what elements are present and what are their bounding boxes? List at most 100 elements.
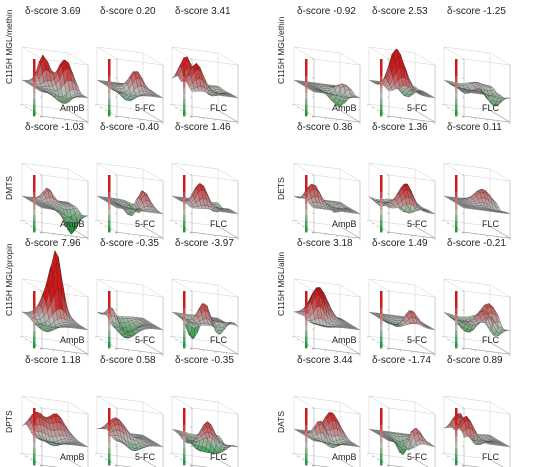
color-bar-segment <box>183 442 186 449</box>
delta-score-value: 3.41 <box>211 6 231 17</box>
y-axis-tick <box>301 341 305 344</box>
box-top-edge <box>443 46 511 66</box>
color-bar-segment <box>183 220 186 227</box>
y-axis-tick <box>446 222 450 225</box>
color-bar-segment <box>33 93 36 100</box>
y-axis-tick <box>306 461 310 464</box>
color-bar-segment <box>380 93 383 100</box>
color-bar-segment <box>108 419 111 426</box>
color-bar-segment <box>33 430 36 437</box>
surface-panel: δ-score -1.74 5-FC <box>366 355 454 467</box>
drug-axis-label: 5-FC <box>407 103 427 113</box>
color-bar-segment <box>108 186 111 193</box>
color-bar-segment <box>380 81 383 88</box>
y-axis-tick <box>189 115 193 118</box>
y-axis-tick <box>184 228 188 231</box>
color-bar-segment <box>183 336 186 343</box>
color-bar-segment <box>305 192 308 199</box>
color-bar-segment <box>380 220 383 227</box>
color-bar-segment <box>380 436 383 443</box>
color-bar-segment <box>305 459 308 466</box>
delta-score-label: δ-score 3.41 <box>175 6 231 17</box>
delta-score-label: δ-score -0.35 <box>175 355 234 366</box>
surface-panel: δ-score -0.92 AmpB <box>291 6 379 125</box>
color-bar-segment <box>108 226 111 233</box>
color-bar-segment <box>183 459 186 466</box>
y-axis-tick <box>291 452 295 455</box>
color-bar-segment <box>108 81 111 88</box>
color-bar-segment <box>455 186 458 193</box>
delta-score-prefix: δ-score <box>447 6 481 17</box>
delta-score-label: δ-score 0.36 <box>297 122 353 133</box>
surface-cell <box>429 328 436 331</box>
box-top-edge <box>368 395 436 415</box>
color-bar-segment <box>183 325 186 332</box>
y-axis-tick <box>376 458 380 461</box>
box-top-edge <box>293 46 361 66</box>
y-axis-tick <box>311 231 315 234</box>
delta-score-value: 2.53 <box>408 6 428 17</box>
y-axis-tick <box>24 338 28 341</box>
delta-score-label: δ-score -1.03 <box>25 122 84 133</box>
box-top-edge <box>21 395 89 415</box>
color-bar-segment <box>33 76 36 83</box>
drug-axis-label: AmpB <box>332 335 357 345</box>
delta-score-label: δ-score -0.21 <box>447 238 506 249</box>
delta-score-value: 0.11 <box>483 122 502 133</box>
color-bar-segment <box>455 81 458 88</box>
color-bar-segment <box>305 442 308 449</box>
color-bar-segment <box>380 313 383 320</box>
color-bar-segment <box>33 313 36 320</box>
y-axis-tick <box>174 106 178 109</box>
color-bar-segment <box>183 436 186 443</box>
color-bar-segment <box>108 87 111 94</box>
color-bar-segment <box>108 64 111 71</box>
y-axis-tick <box>109 228 113 231</box>
surface-plot <box>19 250 89 357</box>
y-axis-tick <box>174 222 178 225</box>
surface-panel: δ-score 0.20 5-FC <box>94 6 182 125</box>
color-bar-segment <box>305 291 308 297</box>
color-bar-segment <box>455 104 458 111</box>
delta-score-value: -0.35 <box>211 355 234 366</box>
color-bar-segment <box>305 436 308 443</box>
delta-score-value: -1.03 <box>61 122 84 133</box>
surface-cell <box>82 96 89 99</box>
surface-plot <box>291 162 361 241</box>
y-axis-tick <box>114 115 118 118</box>
surface-panel: δ-score -0.21 FLC <box>441 238 529 357</box>
color-bar-segment <box>305 408 308 414</box>
y-axis-tick <box>169 219 173 222</box>
color-bar-segment <box>305 64 308 71</box>
color-bar-segment <box>33 192 36 199</box>
surface-cell <box>354 212 361 215</box>
delta-score-prefix: δ-score <box>100 238 134 249</box>
y-axis-tick <box>39 231 43 234</box>
color-bar-segment <box>305 296 308 303</box>
row-label: C115H MGL/methin <box>4 9 14 84</box>
y-axis-tick <box>461 464 465 467</box>
surface-plot <box>19 395 89 467</box>
surface-panel: δ-score 1.46 FLC <box>169 122 257 241</box>
row-label: C115H MGL/allin <box>276 251 286 316</box>
delta-score-label: δ-score -1.25 <box>447 6 506 17</box>
color-bar-segment <box>108 220 111 227</box>
color-bar-segment <box>183 291 186 297</box>
color-bar-segment <box>183 308 186 315</box>
y-axis-tick <box>94 452 98 455</box>
color-bar-segment <box>305 99 308 105</box>
color-bar-segment <box>305 76 308 83</box>
color-bar-segment <box>455 197 458 204</box>
color-bar-segment <box>380 175 383 181</box>
delta-score-prefix: δ-score <box>297 6 331 17</box>
color-bar-segment <box>380 64 383 71</box>
color-bar-segment <box>455 64 458 71</box>
box-top-edge <box>21 162 89 182</box>
y-axis-tick <box>381 112 385 115</box>
box-top-edge <box>293 395 361 415</box>
color-bar-segment <box>305 425 308 432</box>
box-top-edge <box>96 278 164 298</box>
color-bar-segment <box>183 81 186 88</box>
surface-plot <box>94 395 164 467</box>
delta-score-prefix: δ-score <box>25 238 59 249</box>
